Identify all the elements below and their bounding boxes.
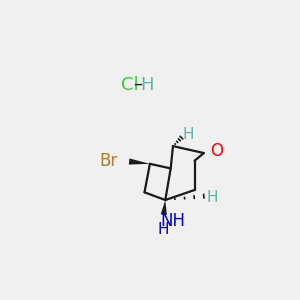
Text: –: – (133, 75, 142, 93)
Text: H: H (182, 127, 194, 142)
Text: O: O (210, 142, 223, 160)
Text: NH: NH (160, 212, 185, 230)
Polygon shape (129, 158, 150, 165)
Polygon shape (161, 200, 167, 215)
Text: H: H (141, 76, 154, 94)
Text: H: H (207, 190, 218, 205)
Text: Br: Br (99, 152, 118, 170)
Text: Cl: Cl (122, 76, 139, 94)
Text: H: H (157, 222, 169, 237)
